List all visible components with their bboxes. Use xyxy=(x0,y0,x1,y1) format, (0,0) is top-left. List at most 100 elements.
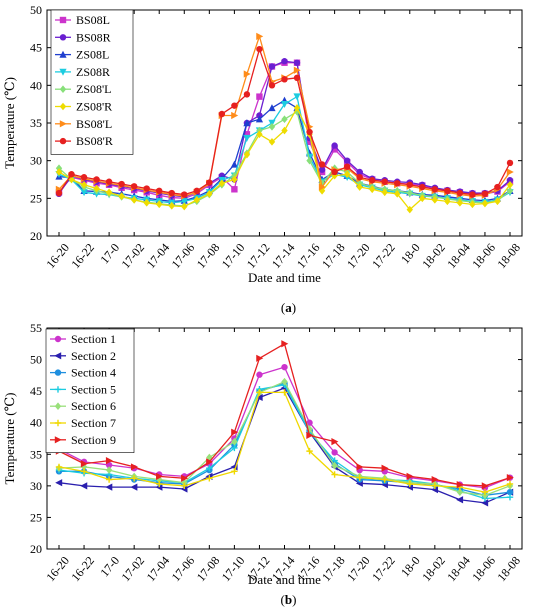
data-point xyxy=(268,82,276,89)
x-tick-label: 17-16 xyxy=(294,241,323,271)
data-point xyxy=(331,438,339,446)
data-point xyxy=(343,170,351,179)
legend-entry: ZS08R xyxy=(76,65,110,79)
data-point xyxy=(256,354,264,362)
data-point xyxy=(481,499,489,507)
y-tick-label: 40 xyxy=(30,416,42,430)
x-tick-label: 18-02 xyxy=(419,554,448,584)
data-point xyxy=(406,472,414,480)
data-point xyxy=(231,444,238,452)
x-tick-label: 17-20 xyxy=(344,554,373,584)
legend-marker xyxy=(54,352,62,360)
legend-marker xyxy=(59,120,67,128)
data-point xyxy=(318,187,326,195)
x-tick-label: 18-08 xyxy=(494,241,523,271)
data-point xyxy=(506,480,514,488)
series-5 xyxy=(55,389,514,496)
data-point xyxy=(105,466,113,474)
data-point xyxy=(255,393,263,402)
data-point xyxy=(306,447,313,455)
data-point xyxy=(181,474,189,482)
data-point xyxy=(130,183,138,190)
data-point xyxy=(168,202,175,210)
data-point xyxy=(130,463,138,471)
data-point xyxy=(331,449,338,456)
data-point xyxy=(394,190,401,198)
data-point xyxy=(456,480,464,489)
legend-entry: Section 6 xyxy=(71,399,116,413)
data-point xyxy=(231,468,238,475)
data-point xyxy=(93,184,100,193)
y-tick-label: 20 xyxy=(30,542,42,556)
data-point xyxy=(481,482,489,490)
y-tick-label: 45 xyxy=(30,384,42,398)
data-point xyxy=(80,463,88,471)
data-point xyxy=(231,437,238,446)
data-point xyxy=(80,180,88,189)
legend-marker xyxy=(59,16,67,24)
x-tick-label: 16-20 xyxy=(43,241,72,271)
y-tick-label: 50 xyxy=(30,3,42,17)
data-point xyxy=(356,463,364,471)
y-tick-label: 20 xyxy=(30,229,42,243)
data-point xyxy=(168,189,175,197)
data-point xyxy=(231,186,238,193)
legend-entry: BS08'L xyxy=(76,117,112,131)
data-point xyxy=(293,104,301,112)
legend-entry: Section 1 xyxy=(71,332,116,346)
data-point xyxy=(306,128,313,136)
data-point xyxy=(456,488,464,496)
data-point xyxy=(306,138,313,146)
data-point xyxy=(280,100,289,108)
legend-entry: BS08L xyxy=(76,13,110,27)
x-tick-label: 17-10 xyxy=(219,554,248,584)
legend-entry: Section 7 xyxy=(71,416,116,430)
data-point xyxy=(506,488,514,496)
data-point xyxy=(293,93,301,101)
legend-box xyxy=(45,328,135,453)
data-point xyxy=(256,130,263,139)
legend-entry: BS08'R xyxy=(76,134,113,148)
data-point xyxy=(105,178,113,185)
x-tick-label: 18-04 xyxy=(444,554,473,584)
data-point xyxy=(306,419,313,426)
data-point xyxy=(506,187,514,195)
data-point xyxy=(268,122,276,131)
data-point xyxy=(456,189,464,197)
data-point xyxy=(181,191,188,198)
y-tick-label: 45 xyxy=(30,41,42,55)
legend-entry: Section 2 xyxy=(71,349,116,363)
y-tick-label: 40 xyxy=(30,78,42,92)
data-point xyxy=(243,91,251,98)
data-point xyxy=(281,115,288,124)
legend-entry: BS08R xyxy=(76,30,111,44)
data-point xyxy=(406,189,413,197)
data-point xyxy=(255,115,264,123)
data-point xyxy=(356,474,363,481)
data-point xyxy=(431,486,439,494)
x-tick-label: 17-04 xyxy=(144,241,173,271)
data-point xyxy=(156,187,163,194)
data-point xyxy=(406,480,413,488)
y-tick-label: 55 xyxy=(30,321,42,335)
series-7 xyxy=(55,45,514,198)
x-tick-label: 17-02 xyxy=(118,241,147,271)
legend-entry: ZS08'R xyxy=(76,100,112,114)
data-point xyxy=(218,179,226,188)
y-axis-title: Temperature (℃) xyxy=(2,77,17,169)
data-point xyxy=(256,389,263,396)
data-point xyxy=(268,138,276,146)
data-point xyxy=(243,134,251,142)
data-point xyxy=(281,363,288,371)
x-tick-label: 18-08 xyxy=(494,554,523,584)
data-point xyxy=(469,200,476,209)
x-tick-label: 17-12 xyxy=(244,241,273,271)
data-point xyxy=(381,188,388,197)
data-point xyxy=(256,371,263,378)
data-point xyxy=(231,102,238,109)
legend-box xyxy=(50,9,134,155)
data-point xyxy=(306,156,313,165)
data-point xyxy=(181,482,188,490)
data-point xyxy=(431,482,439,490)
